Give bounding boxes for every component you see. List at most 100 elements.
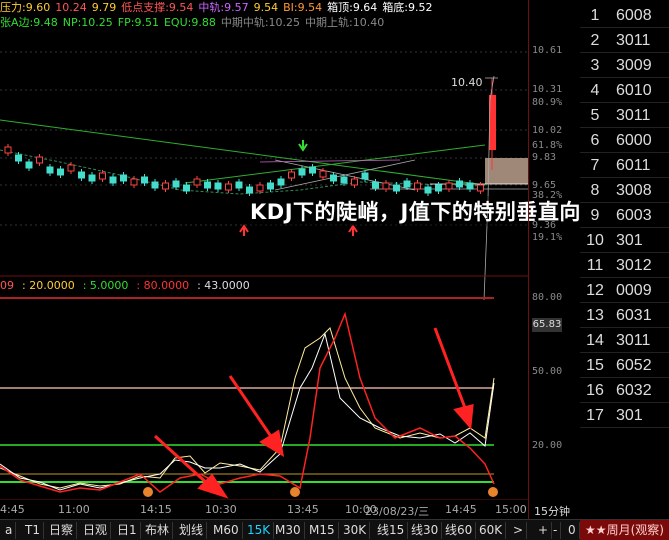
- stock-row[interactable]: 11 3012: [580, 253, 669, 278]
- period-tab[interactable]: 30K: [340, 522, 371, 539]
- candle-body: [445, 182, 453, 190]
- stock-row[interactable]: 6 6000: [580, 128, 669, 153]
- marker-icon: [488, 487, 498, 497]
- candle-body: [141, 176, 148, 184]
- kdj-indicator-chart[interactable]: [0, 278, 530, 500]
- period-tab[interactable]: 日察: [46, 522, 78, 539]
- row-number: 16: [586, 382, 604, 399]
- stock-row[interactable]: 1 6008: [580, 3, 669, 28]
- header-value: 低点支撑:9.54: [121, 1, 194, 14]
- period-label[interactable]: 15分钟: [534, 505, 570, 518]
- header-value: EQU:9.88: [163, 16, 216, 29]
- header-value: 9.79: [91, 1, 117, 14]
- stock-row[interactable]: 3 3009: [580, 53, 669, 78]
- stock-row[interactable]: 2 3011: [580, 28, 669, 53]
- price-chart[interactable]: [0, 0, 530, 300]
- period-tab[interactable]: 日观: [80, 522, 112, 539]
- period-tab[interactable]: M15: [306, 522, 339, 539]
- candle-body: [277, 178, 285, 186]
- candle-body: [193, 178, 201, 186]
- annotation-arrows: [153, 327, 474, 499]
- stock-row[interactable]: 16 6032: [580, 378, 669, 403]
- stock-row[interactable]: 9 6003: [580, 203, 669, 228]
- header-value: 箱顶:9.64: [327, 1, 378, 14]
- indicator-param: 09: [0, 279, 14, 292]
- period-tab[interactable]: 线15: [374, 522, 409, 539]
- stock-code: 6052: [616, 357, 652, 374]
- stock-row[interactable]: 15 6052: [580, 353, 669, 378]
- stock-row[interactable]: 7 6011: [580, 153, 669, 178]
- period-tab[interactable]: 日1: [114, 522, 141, 539]
- zoom-button[interactable]: +: [535, 522, 553, 539]
- period-tab[interactable]: 15K: [244, 522, 275, 539]
- period-tab[interactable]: >: [510, 522, 528, 539]
- period-tab[interactable]: 线60: [442, 522, 477, 539]
- time-label: 13:45: [287, 503, 319, 516]
- candle-body: [67, 164, 75, 172]
- stock-code: 0009: [616, 282, 652, 299]
- peak-label: 10.40: [451, 76, 483, 89]
- candle-body: [319, 170, 327, 178]
- scale-label: 80.9%: [532, 97, 563, 108]
- stock-code: 301: [616, 232, 643, 249]
- scale-label: 9.36: [532, 220, 557, 231]
- scale-label: 9.65: [532, 180, 557, 191]
- stock-row[interactable]: 4 6010: [580, 78, 669, 103]
- candlesticks: [4, 144, 484, 196]
- period-tab[interactable]: M30: [272, 522, 305, 539]
- time-label: 4:45: [0, 503, 25, 516]
- row-number: 11: [586, 257, 604, 274]
- time-label: 23/08/23/三: [365, 505, 430, 518]
- time-label: 10:00: [345, 503, 377, 516]
- time-label: 10:30: [205, 503, 237, 516]
- candle-body: [414, 182, 421, 190]
- candle-body: [235, 181, 243, 189]
- header-value: 9.54: [253, 1, 279, 14]
- candle-body: [288, 171, 295, 179]
- row-number: 1: [590, 7, 600, 24]
- stock-row[interactable]: 13 6031: [580, 303, 669, 328]
- indicator-scale-label: 80.00: [532, 292, 563, 303]
- scale-label: 10.61: [532, 45, 563, 56]
- period-tab[interactable]: 60K: [476, 522, 507, 539]
- candle-body: [4, 146, 12, 154]
- stock-row[interactable]: 10 301: [580, 228, 669, 253]
- stock-code: 3009: [616, 57, 652, 74]
- price-header-line1: 压力:9.60 10.24 9.79 低点支撑:9.54 中轨:9.57 9.54 BI:9…: [0, 1, 438, 15]
- candle-body: [351, 178, 358, 186]
- candle-body: [214, 182, 222, 190]
- row-number: 13: [586, 307, 604, 324]
- stock-code: 301: [616, 407, 643, 424]
- scale-label: 61.8%: [532, 140, 563, 151]
- candle-body: [46, 166, 54, 174]
- indicator-param: : 5.0000: [82, 279, 129, 292]
- zoom-button[interactable]: 0: [565, 522, 580, 539]
- period-tab[interactable]: 划线: [176, 522, 208, 539]
- candle-body: [15, 154, 22, 162]
- period-tab[interactable]: a: [2, 522, 17, 539]
- stock-row[interactable]: 17 301: [580, 403, 669, 428]
- stock-code: 3011: [616, 107, 651, 124]
- time-axis: 4:45 11:00 14:15 10:30 13:45 10:00 23/08/23/三 1…: [0, 503, 528, 518]
- period-tab[interactable]: 布林: [142, 522, 174, 539]
- candle-body: [361, 172, 369, 180]
- zoom-button[interactable]: -: [550, 522, 562, 539]
- time-label: 14:45: [445, 503, 477, 516]
- stock-code: 6011: [616, 157, 651, 174]
- candle-body: [372, 181, 379, 189]
- period-tab[interactable]: T1: [22, 522, 44, 539]
- stock-row[interactable]: 12 0009: [580, 278, 669, 303]
- stock-code: 6003: [616, 207, 652, 224]
- row-number: 14: [586, 332, 604, 349]
- watchlist-badge[interactable]: ★★周月(观察): [580, 520, 669, 540]
- price-chart-svg: [0, 51, 528, 300]
- header-value: 张A边:9.48: [0, 16, 58, 29]
- header-value: FP:9.51: [117, 16, 159, 29]
- stock-row[interactable]: 8 3008: [580, 178, 669, 203]
- green-arrow-icon: [298, 140, 308, 152]
- period-tab[interactable]: 线30: [408, 522, 443, 539]
- period-tab[interactable]: M60: [210, 522, 243, 539]
- stock-row[interactable]: 5 3011: [580, 103, 669, 128]
- candle-body: [120, 174, 127, 182]
- stock-row[interactable]: 14 3011: [580, 328, 669, 353]
